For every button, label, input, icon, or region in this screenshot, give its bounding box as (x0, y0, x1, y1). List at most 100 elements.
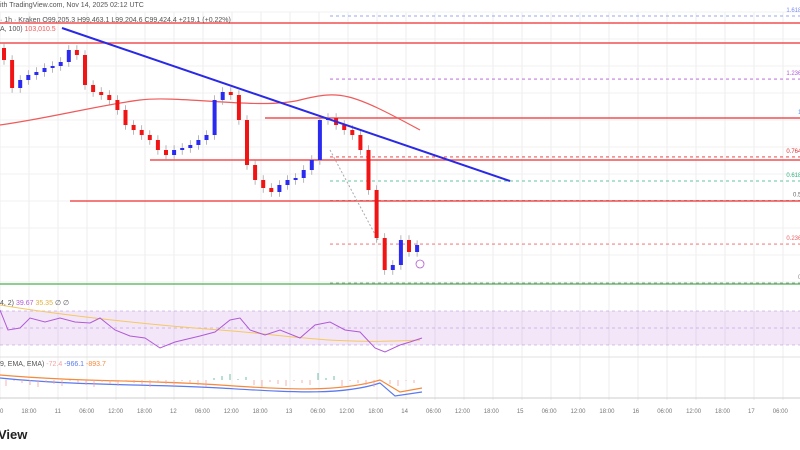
bullish-candle (196, 140, 201, 145)
bullish-candle (180, 148, 185, 150)
ma-label: A, 100) (0, 26, 23, 33)
time-axis-label: 12:00 (455, 409, 471, 415)
bearish-candle (123, 110, 128, 125)
bullish-candle (34, 72, 39, 75)
time-axis-label: 18:00 (484, 409, 500, 415)
time-axis-label: 12:00 (339, 409, 355, 415)
time-axis-label: 16 (632, 409, 639, 415)
bearish-candle (83, 55, 87, 85)
bullish-candle (317, 120, 322, 160)
bullish-candle (188, 145, 193, 148)
ma-value: 103,010.5 (24, 26, 56, 33)
change-value: +219.1 (+0.22%) (178, 17, 231, 24)
time-axis-label: 06:00 (195, 409, 211, 415)
fib-level-label: 0.618 ( (786, 173, 800, 179)
bearish-candle (245, 120, 249, 165)
bearish-candle (99, 92, 104, 95)
bullish-candle (220, 92, 225, 100)
time-axis-label: 06:00 (426, 409, 442, 415)
time-axis-label: 18:00 (368, 409, 384, 415)
bearish-candle (115, 100, 120, 110)
bearish-candle (2, 48, 6, 60)
signal-value: -893.7 (86, 361, 106, 368)
time-axis-label: 06:00 (773, 409, 789, 415)
open-value: O99,205.3 (42, 17, 76, 24)
bullish-candle (390, 265, 395, 270)
time-axis-label: 06:00 (657, 409, 673, 415)
time-axis-label: 06:00 (542, 409, 558, 415)
bullish-candle (301, 170, 306, 178)
time-axis-label: 18:00 (715, 409, 731, 415)
time-axis-label: 12:00 (224, 409, 240, 415)
bearish-candle (131, 125, 136, 130)
low-value: L99,204.6 (111, 17, 143, 24)
moving-average-line (0, 94, 421, 131)
alert-marker-icon (415, 259, 425, 269)
time-axis-label: 12:00 (686, 409, 702, 415)
bullish-candle (42, 68, 47, 72)
source-line: ith TradingView.com, Nov 14, 2025 02:12 … (0, 2, 144, 9)
bullish-candle (66, 50, 71, 62)
close-value: C99,424.4 (144, 17, 177, 24)
time-axis-label: 18:00 (253, 409, 269, 415)
bearish-candle (147, 135, 152, 140)
bearish-candle (91, 85, 96, 92)
time-axis-label: 06:00 (310, 409, 326, 415)
macd-line (0, 377, 423, 397)
bearish-candle (228, 92, 233, 95)
fib-level-label: 1.618 ( (786, 8, 800, 14)
rsi-extra: ∅ ∅ (54, 300, 70, 307)
bearish-candle (374, 190, 379, 238)
ma-legend: A, 100) 103,010.5 (0, 26, 56, 33)
bullish-candle (285, 180, 290, 185)
rsi-line (0, 309, 423, 353)
bearish-candle (164, 150, 168, 155)
time-axis-label: 11 (55, 409, 62, 415)
bullish-candle (415, 245, 420, 252)
fib-level-label: 0.5 ( (793, 193, 800, 199)
rsi-label: 4, 2) (0, 300, 15, 307)
rsi-ma-value: 35.35 (35, 300, 53, 307)
rsi-value: 39.67 (15, 300, 34, 307)
bearish-trendline (61, 27, 511, 182)
rsi-ma-line (0, 304, 421, 342)
fib-level-label: 0 ( (798, 275, 800, 281)
time-axis-label: 18:00 (599, 409, 615, 415)
time-axis-label: 12:00 (570, 409, 586, 415)
bullish-candle (50, 66, 55, 68)
signal-line (0, 374, 423, 393)
time-axis-label: 18:00 (21, 409, 37, 415)
bearish-candle (139, 130, 144, 135)
time-axis-label: 06:00 (79, 409, 95, 415)
bearish-candle (236, 95, 241, 120)
bearish-candle (407, 240, 411, 252)
bearish-candle (155, 140, 160, 150)
time-axis-label: 15 (517, 409, 524, 415)
macd-value: -966.1 (64, 361, 85, 368)
bearish-candle (10, 60, 15, 88)
bearish-candle (269, 188, 274, 192)
bearish-candle (261, 180, 266, 188)
time-axis-label: 13 (286, 409, 293, 415)
bullish-candle (58, 62, 63, 66)
bullish-candle (26, 75, 31, 80)
symbol-info: · 1h · Kraken (0, 17, 41, 24)
bearish-candle (382, 238, 387, 270)
bearish-candle (350, 130, 355, 135)
bearish-candle (366, 150, 371, 190)
bullish-candle (212, 100, 217, 135)
ohlc-legend: · 1h · Kraken O99,205.3 H99,463.1 L99,20… (0, 17, 231, 24)
time-axis-label: 12 (170, 409, 177, 415)
fib-level-label: 1 ( (798, 110, 800, 116)
tradingview-watermark: View (0, 427, 28, 442)
bearish-candle (107, 95, 112, 100)
bullish-candle (277, 185, 282, 192)
time-axis-label: 18:00 (137, 409, 153, 415)
bullish-candle (293, 178, 298, 180)
fib-level-label: 0.236 ( (786, 236, 800, 242)
macd-legend: 9, EMA, EMA) -72.4 -966.1 -893.7 (0, 361, 106, 368)
bearish-candle (253, 165, 258, 180)
macd-histogram-value: -72.4 (46, 361, 63, 368)
time-axis-label: 12:00 (108, 409, 124, 415)
